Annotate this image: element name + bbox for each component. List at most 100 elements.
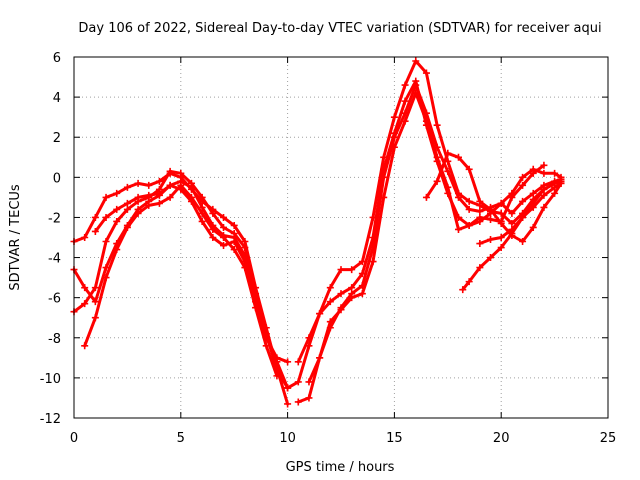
- data-point: [401, 97, 409, 105]
- data-point: [241, 244, 249, 252]
- data-point: [284, 400, 292, 408]
- data-point: [230, 246, 238, 254]
- data-point: [454, 153, 462, 161]
- data-point: [497, 244, 505, 252]
- data-point: [476, 264, 484, 272]
- data-point: [487, 236, 495, 244]
- data-point: [230, 238, 238, 246]
- data-point: [390, 143, 398, 151]
- data-point: [412, 77, 420, 85]
- data-point: [497, 199, 505, 207]
- data-point: [273, 358, 281, 366]
- y-tick-label: 2: [53, 131, 61, 146]
- series-track-5: [91, 181, 292, 392]
- data-point: [508, 219, 516, 227]
- data-point: [540, 191, 548, 199]
- x-tick-label: 20: [493, 431, 510, 446]
- data-point: [113, 205, 121, 213]
- data-point: [102, 193, 110, 201]
- x-tick-label: 25: [600, 431, 617, 446]
- data-point: [91, 298, 99, 306]
- data-point: [497, 219, 505, 227]
- data-point: [337, 306, 345, 314]
- data-point: [91, 314, 99, 322]
- data-point: [305, 378, 313, 386]
- data-point: [209, 234, 217, 241]
- y-tick-label: -10: [40, 372, 61, 387]
- data-point: [102, 238, 110, 246]
- data-point: [91, 284, 99, 292]
- data-point: [326, 298, 334, 306]
- data-point: [454, 225, 462, 233]
- data-point: [519, 197, 527, 205]
- grid: [74, 57, 608, 418]
- data-point: [540, 185, 548, 193]
- data-point: [326, 318, 334, 326]
- data-point: [177, 185, 185, 193]
- data-point: [294, 378, 302, 386]
- chart-title: Day 106 of 2022, Sidereal Day-to-day VTE…: [78, 21, 601, 36]
- data-point: [422, 193, 430, 201]
- data-point: [444, 149, 452, 157]
- data-point: [145, 181, 153, 189]
- data-point: [177, 169, 185, 177]
- x-tick-label: 10: [279, 431, 296, 446]
- data-point: [422, 117, 430, 125]
- data-point: [91, 213, 99, 221]
- data-point: [198, 193, 206, 201]
- y-tick-label: -4: [48, 252, 61, 267]
- data-point: [497, 234, 505, 241]
- data-point: [316, 310, 324, 318]
- y-tick-label: 0: [53, 171, 61, 186]
- data-point: [390, 113, 398, 121]
- data-point: [134, 179, 142, 187]
- series-line: [93, 183, 290, 390]
- data-point: [166, 167, 174, 175]
- data-point: [465, 278, 473, 286]
- data-point: [230, 221, 238, 229]
- data-point: [187, 197, 195, 205]
- data-point: [476, 240, 484, 248]
- data-point: [444, 167, 452, 175]
- data-point: [113, 217, 121, 225]
- data-point: [401, 117, 409, 125]
- data-point: [145, 191, 153, 199]
- data-point: [454, 193, 462, 201]
- data-point: [348, 284, 356, 292]
- data-point: [476, 213, 484, 221]
- y-tick-label: -8: [48, 332, 61, 347]
- data-point: [155, 177, 163, 185]
- data-point: [551, 183, 559, 191]
- data-point: [284, 384, 292, 392]
- data-point: [123, 205, 131, 213]
- data-point: [369, 258, 377, 266]
- data-point: [220, 213, 228, 221]
- x-tick-label: 5: [177, 431, 185, 446]
- data-point: [209, 225, 217, 233]
- data-point: [529, 169, 537, 177]
- series-line: [296, 83, 563, 404]
- data-point: [551, 189, 559, 197]
- data-point: [145, 201, 153, 209]
- series-layer: [70, 57, 565, 408]
- y-tick-label: -2: [48, 211, 61, 226]
- data-point: [81, 284, 89, 292]
- data-point: [412, 89, 420, 97]
- y-tick-label: -12: [40, 412, 61, 427]
- data-point: [433, 153, 441, 161]
- data-point: [284, 358, 292, 366]
- data-point: [433, 177, 441, 185]
- data-point: [444, 183, 452, 191]
- data-point: [508, 225, 516, 233]
- data-point: [459, 286, 467, 294]
- data-point: [476, 197, 484, 205]
- y-tick-label: 6: [53, 51, 61, 66]
- data-point: [337, 266, 345, 274]
- data-point: [508, 209, 516, 217]
- data-point: [113, 246, 121, 254]
- data-point: [519, 173, 527, 181]
- data-point: [380, 165, 388, 173]
- y-tick-label: 4: [53, 91, 61, 106]
- data-point: [380, 193, 388, 201]
- data-point: [81, 300, 89, 308]
